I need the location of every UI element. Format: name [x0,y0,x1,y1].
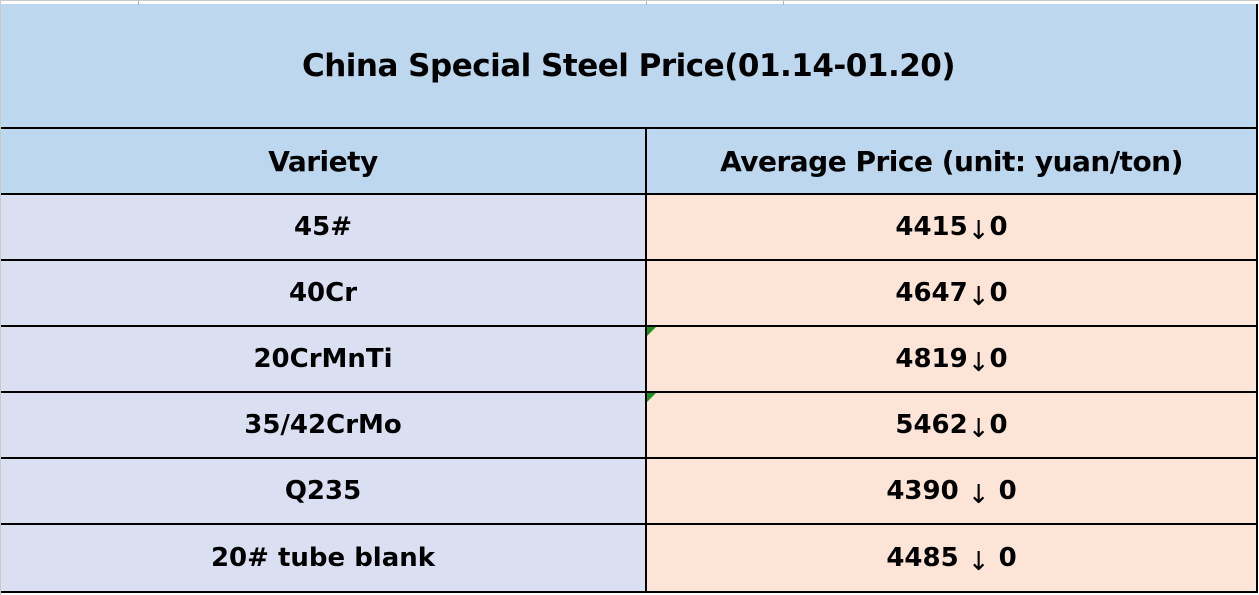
down-arrow-icon: ↓ [967,282,990,312]
down-arrow-icon: ↓ [967,414,990,444]
price-change-value: 0 [989,476,1017,506]
gridline-tick [783,1,784,5]
price-value: 5462 [895,410,968,440]
price-cell[interactable]: 4485 ↓ 0 [646,524,1258,593]
table-row: 20# tube blank 4485 ↓ 0 [1,524,1258,593]
price-value: 4485 [886,543,968,573]
table-row: Q235 4390 ↓ 0 [1,458,1258,525]
title-row: China Special Steel Price(01.14-01.20) [1,4,1258,129]
price-cell[interactable]: 4415↓0 [646,194,1258,261]
table-row: 20CrMnTi 4819↓0 [1,326,1258,393]
column-header-average-price[interactable]: Average Price (unit: yuan/ton) [646,128,1258,195]
down-arrow-icon: ↓ [967,348,990,378]
header-row: Variety Average Price (unit: yuan/ton) [1,128,1258,195]
price-cell[interactable]: 5462↓0 [646,392,1258,459]
down-arrow-icon: ↓ [967,480,990,510]
variety-cell[interactable]: Q235 [1,458,647,525]
price-value: 4390 [886,476,968,506]
steel-price-rows: 45# 4415↓0 40Cr 4647↓0 20CrMnTi 4819↓0 3… [1,194,1258,593]
variety-cell[interactable]: 45# [1,194,647,261]
price-change-value: 0 [989,543,1017,573]
table-row: 40Cr 4647↓0 [1,260,1258,327]
table-title[interactable]: China Special Steel Price(01.14-01.20) [1,4,1258,129]
price-change-value: 0 [989,410,1008,440]
variety-cell[interactable]: 35/42CrMo [1,392,647,459]
steel-price-table: China Special Steel Price(01.14-01.20) V… [1,4,1258,593]
left-gridline [0,0,1,595]
table-row: 35/42CrMo 5462↓0 [1,392,1258,459]
price-change-value: 0 [989,278,1008,308]
price-value: 4819 [895,344,968,374]
table-row: 45# 4415↓0 [1,194,1258,261]
variety-cell[interactable]: 20# tube blank [1,524,647,593]
gridline-tick [646,1,647,5]
price-cell[interactable]: 4647↓0 [646,260,1258,327]
price-change-value: 0 [989,344,1008,374]
top-gridline [0,0,1259,5]
price-value: 4415 [895,212,968,242]
price-cell[interactable]: 4390 ↓ 0 [646,458,1258,525]
down-arrow-icon: ↓ [967,216,990,246]
variety-cell[interactable]: 40Cr [1,260,647,327]
variety-cell[interactable]: 20CrMnTi [1,326,647,393]
gridline-tick [138,1,139,5]
price-value: 4647 [895,278,968,308]
price-cell[interactable]: 4819↓0 [646,326,1258,393]
down-arrow-icon: ↓ [967,547,990,577]
price-change-value: 0 [989,212,1008,242]
column-header-variety[interactable]: Variety [1,128,647,195]
